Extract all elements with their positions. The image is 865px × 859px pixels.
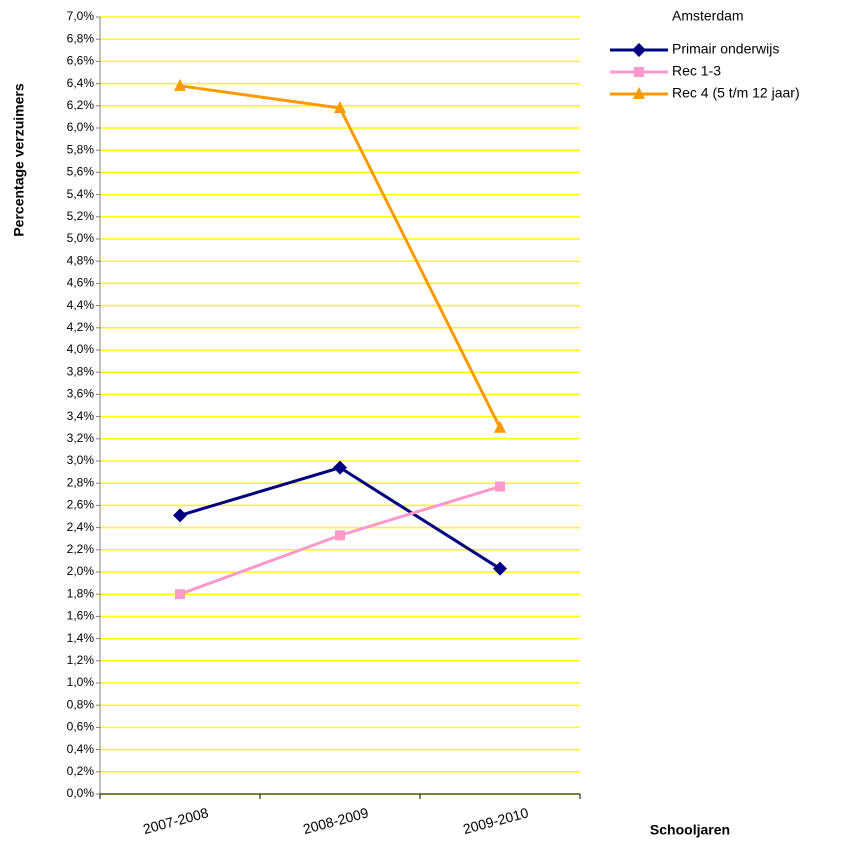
legend-label: Primair onderwijs xyxy=(672,41,779,57)
y-tick-label: 6,6% xyxy=(67,54,95,68)
series-line xyxy=(179,84,502,429)
point-marker xyxy=(494,420,506,433)
legend-label: Rec 1-3 xyxy=(672,63,721,79)
y-tick-label: 3,6% xyxy=(67,387,95,401)
y-tick-label: 2,2% xyxy=(67,542,95,556)
y-tick-label: 0,4% xyxy=(67,742,95,756)
point-marker xyxy=(495,481,505,492)
y-tick-label: 2,0% xyxy=(67,564,95,578)
y-tick-label: 0,2% xyxy=(67,764,95,778)
y-tick-label: 7,0% xyxy=(67,9,95,23)
y-tick-label: 6,0% xyxy=(67,120,95,134)
y-tick-label: 5,2% xyxy=(67,209,95,223)
y-tick-label: 0,6% xyxy=(67,720,95,734)
point-marker xyxy=(174,78,186,91)
y-tick-label: 1,2% xyxy=(67,653,95,667)
y-tick-label: 3,8% xyxy=(67,364,95,378)
x-axis-label: Schooljaren xyxy=(650,822,730,838)
y-axis-label: Percentage verzuimers xyxy=(11,83,27,237)
legend-marker xyxy=(633,87,645,99)
y-tick-label: 5,6% xyxy=(67,165,95,179)
x-tick-label: 2009-2010 xyxy=(461,804,530,837)
y-tick-label: 3,0% xyxy=(67,453,95,467)
y-tick-label: 3,4% xyxy=(67,409,95,423)
y-tick-label: 5,0% xyxy=(67,231,95,245)
y-tick-label: 2,4% xyxy=(67,520,95,534)
y-tick-label: 3,2% xyxy=(67,431,95,445)
y-tick-label: 4,6% xyxy=(67,276,95,290)
legend-marker xyxy=(632,43,646,57)
y-tick-label: 0,8% xyxy=(67,697,95,711)
legend-marker xyxy=(634,67,644,77)
y-tick-label: 1,6% xyxy=(67,609,95,623)
y-tick-label: 6,4% xyxy=(67,76,95,90)
point-marker xyxy=(173,508,187,523)
x-tick-label: 2008-2009 xyxy=(301,804,370,837)
y-tick-label: 6,2% xyxy=(67,98,95,112)
x-tick-label: 2007-2008 xyxy=(141,804,210,837)
y-tick-label: 4,4% xyxy=(67,298,95,312)
y-tick-label: 1,4% xyxy=(67,631,95,645)
y-tick-label: 1,8% xyxy=(67,586,95,600)
legend-label: Rec 4 (5 t/m 12 jaar) xyxy=(672,85,800,101)
y-tick-label: 4,2% xyxy=(67,320,95,334)
y-tick-label: 5,4% xyxy=(67,187,95,201)
point-marker xyxy=(334,101,346,114)
y-tick-label: 6,8% xyxy=(67,31,95,45)
point-marker xyxy=(175,589,185,600)
y-tick-label: 4,8% xyxy=(67,253,95,267)
legend-title: Amsterdam xyxy=(672,8,744,24)
y-tick-label: 5,8% xyxy=(67,142,95,156)
point-marker xyxy=(335,530,345,541)
y-tick-label: 1,0% xyxy=(67,675,95,689)
y-tick-label: 2,6% xyxy=(67,498,95,512)
y-tick-label: 0,0% xyxy=(67,786,95,800)
y-tick-label: 4,0% xyxy=(67,342,95,356)
point-marker xyxy=(493,561,507,576)
y-tick-label: 2,8% xyxy=(67,475,95,489)
point-marker xyxy=(333,460,347,475)
